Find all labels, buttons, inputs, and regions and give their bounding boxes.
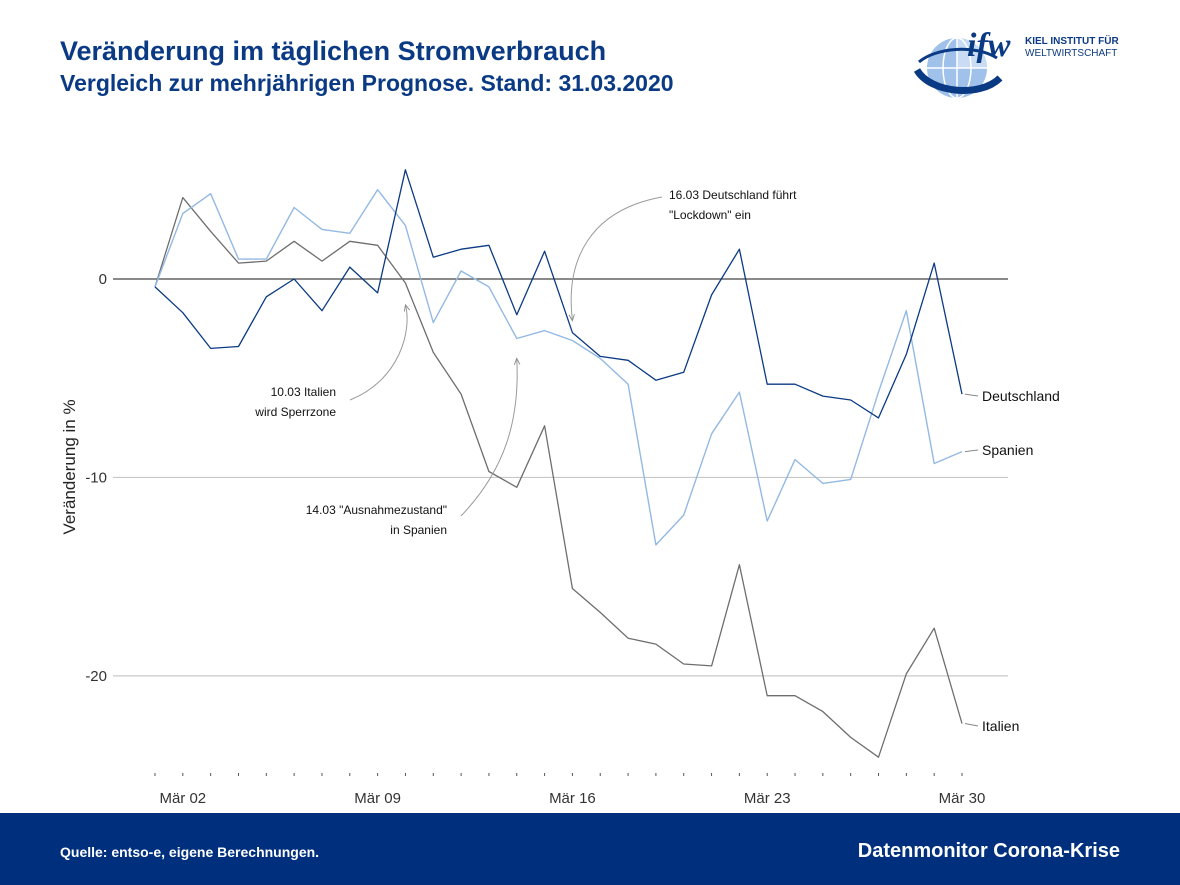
series-label-italien: Italien [982, 718, 1019, 734]
globe-logo-icon: ifw KIEL INSTITUT FÜR WELTWIRTSCHAFT [913, 27, 1119, 99]
source-note: Quelle: entso-e, eigene Berechnungen. [60, 844, 320, 860]
line-chart: 0 -10 -20 Mär 02 Mär 09 Mär 16 Mär 23 Mär 30 Deu… [85, 169, 1060, 807]
y-tick-label: -20 [85, 668, 107, 685]
y-tick-label: 0 [99, 271, 107, 288]
series-line-spanien [154, 188, 963, 546]
logo-line1: KIEL INSTITUT FÜR [1025, 34, 1119, 47]
annotation-italien-arrow [349, 305, 407, 401]
y-tick-label: -10 [85, 469, 107, 486]
x-tick-label: Mär 30 [939, 790, 986, 807]
annotation-spanien-text: 14.03 "Ausnahmezustand" [306, 503, 447, 517]
series-label-leader [964, 393, 979, 397]
annotation-deutschland-text: "Lockdown" ein [669, 208, 751, 222]
annotation-spanien-arrow [460, 358, 517, 517]
footer-brand: Datenmonitor Corona-Krise [857, 840, 1120, 862]
footer-bar: Quelle: entso-e, eigene Berechnungen. Da… [0, 813, 1180, 885]
logo-line2: WELTWIRTSCHAFT [1025, 48, 1117, 59]
series-label-deutschland: Deutschland [982, 388, 1060, 404]
annotation-italien-text: 10.03 Italien [271, 385, 336, 399]
series-label-leader [964, 449, 979, 453]
annotation-deutschland-text: 16.03 Deutschland führt [669, 188, 797, 202]
x-tick-label: Mär 02 [159, 790, 206, 807]
x-tick-label: Mär 16 [549, 790, 596, 807]
series-label-leader [964, 722, 979, 727]
page-title: Veränderung im täglichen Stromverbrauch [60, 36, 607, 66]
annotation-deutschland-arrow [571, 196, 663, 321]
page-subtitle: Vergleich zur mehrjährigen Prognose. Sta… [60, 70, 674, 96]
series-label-spanien: Spanien [982, 442, 1033, 458]
annotation-italien-text: wird Sperrzone [254, 405, 336, 419]
logo-mark: ifw [967, 27, 1011, 64]
x-tick-label: Mär 23 [744, 790, 791, 807]
annotation-spanien-text: in Spanien [390, 523, 447, 537]
series-line-italien [154, 196, 963, 758]
x-tick-label: Mär 09 [354, 790, 401, 807]
series-line-deutschland [154, 169, 963, 419]
